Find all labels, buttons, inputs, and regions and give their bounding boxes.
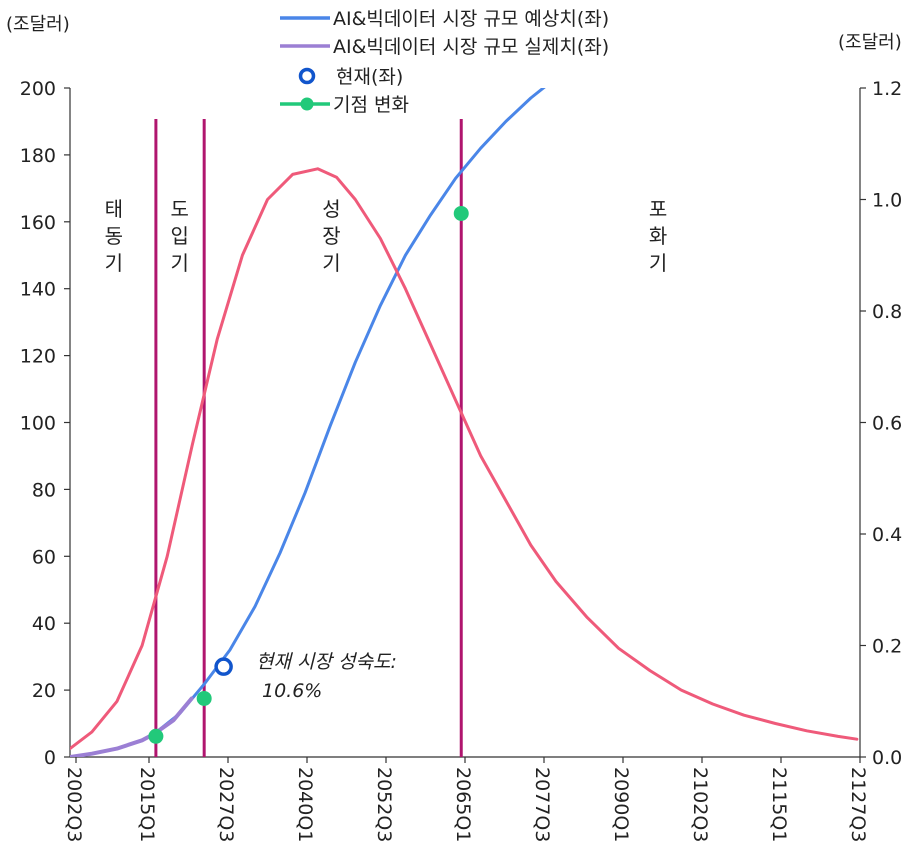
maturity-annotation-line1: 현재 시장 성숙도: [256, 651, 397, 673]
y-left-tick-label: 80 [32, 479, 56, 501]
x-tick-label: 2115Q1 [768, 767, 790, 842]
phase-char: 기 [105, 251, 123, 275]
legend-label-3: 기점 변화 [333, 94, 409, 116]
phase-char: 입 [171, 224, 189, 248]
left-axis-unit: (조달러) [6, 14, 70, 35]
right-axis-unit: (조달러) [838, 32, 902, 53]
turning-point-marker [453, 205, 469, 221]
x-tick-label: 2090Q1 [610, 767, 632, 842]
y-left-tick-label: 120 [20, 346, 56, 368]
axes-group [64, 87, 866, 763]
phase-char: 화 [649, 224, 667, 248]
turning-point-marker [196, 690, 212, 706]
y-left-tick-label: 20 [32, 680, 56, 702]
phase-char: 포 [649, 197, 667, 221]
phase-char: 태 [105, 197, 123, 221]
y-right-tick-label: 0.8 [872, 301, 902, 323]
series-line-1 [70, 696, 194, 757]
x-tick-label: 2065Q1 [452, 767, 474, 842]
y-left-tick-label: 160 [20, 212, 56, 234]
y-right-tick-label: 0.0 [872, 747, 902, 769]
phase-char: 성 [322, 197, 340, 221]
legend-swatch-dot-3 [300, 97, 314, 111]
y-left-tick-label: 180 [20, 145, 56, 167]
y-right-tick-label: 1.2 [872, 78, 902, 100]
x-tick-label: 2102Q3 [689, 767, 711, 842]
y-left-tick-label: 200 [20, 78, 56, 100]
x-tick-label: 2027Q3 [215, 767, 237, 842]
x-tick-label: 2052Q3 [373, 767, 395, 842]
series-line-2 [70, 167, 859, 751]
legend-label-0: AI&빅데이터 시장 규모 예상치(좌) [333, 8, 609, 30]
series-group [70, 88, 859, 757]
labels-group: 0 20 40 60 80 100 120 140 160 180 200 0.0 0.2 0.4 0.6 0… [6, 8, 902, 842]
phase-char: 기 [649, 251, 667, 275]
y-left-tick-label: 140 [20, 279, 56, 301]
phase-char: 기 [322, 251, 340, 275]
x-tick-label: 2077Q3 [531, 767, 553, 842]
phase-char: 도 [171, 197, 189, 221]
x-tick-label: 2015Q1 [136, 767, 158, 842]
y-left-tick-label: 40 [32, 613, 56, 635]
x-tick-label: 2127Q3 [847, 767, 869, 842]
y-right-tick-label: 0.2 [872, 636, 902, 658]
y-left-tick-label: 100 [20, 413, 56, 435]
y-right-tick-label: 0.4 [872, 524, 902, 546]
phase-char: 동 [105, 224, 123, 248]
y-left-tick-label: 0 [44, 747, 56, 769]
y-right-tick-label: 0.6 [872, 413, 902, 435]
turning-point-marker [148, 728, 164, 744]
legend-label-1: AI&빅데이터 시장 규모 실제치(좌) [333, 36, 609, 58]
current-point-marker [214, 657, 233, 676]
y-left-tick-label: 60 [32, 546, 56, 568]
legend-swatch-2 [298, 67, 316, 85]
y-right-tick-label: 1.0 [872, 190, 902, 212]
x-tick-label: 2002Q3 [63, 767, 85, 842]
phase-char: 장 [322, 224, 340, 248]
phase-char: 기 [171, 251, 189, 275]
legend-label-2: 현재(좌) [336, 66, 403, 88]
x-tick-label: 2040Q1 [294, 767, 316, 842]
points-group [148, 205, 469, 744]
maturity-annotation-line2: 10.6% [262, 680, 322, 702]
